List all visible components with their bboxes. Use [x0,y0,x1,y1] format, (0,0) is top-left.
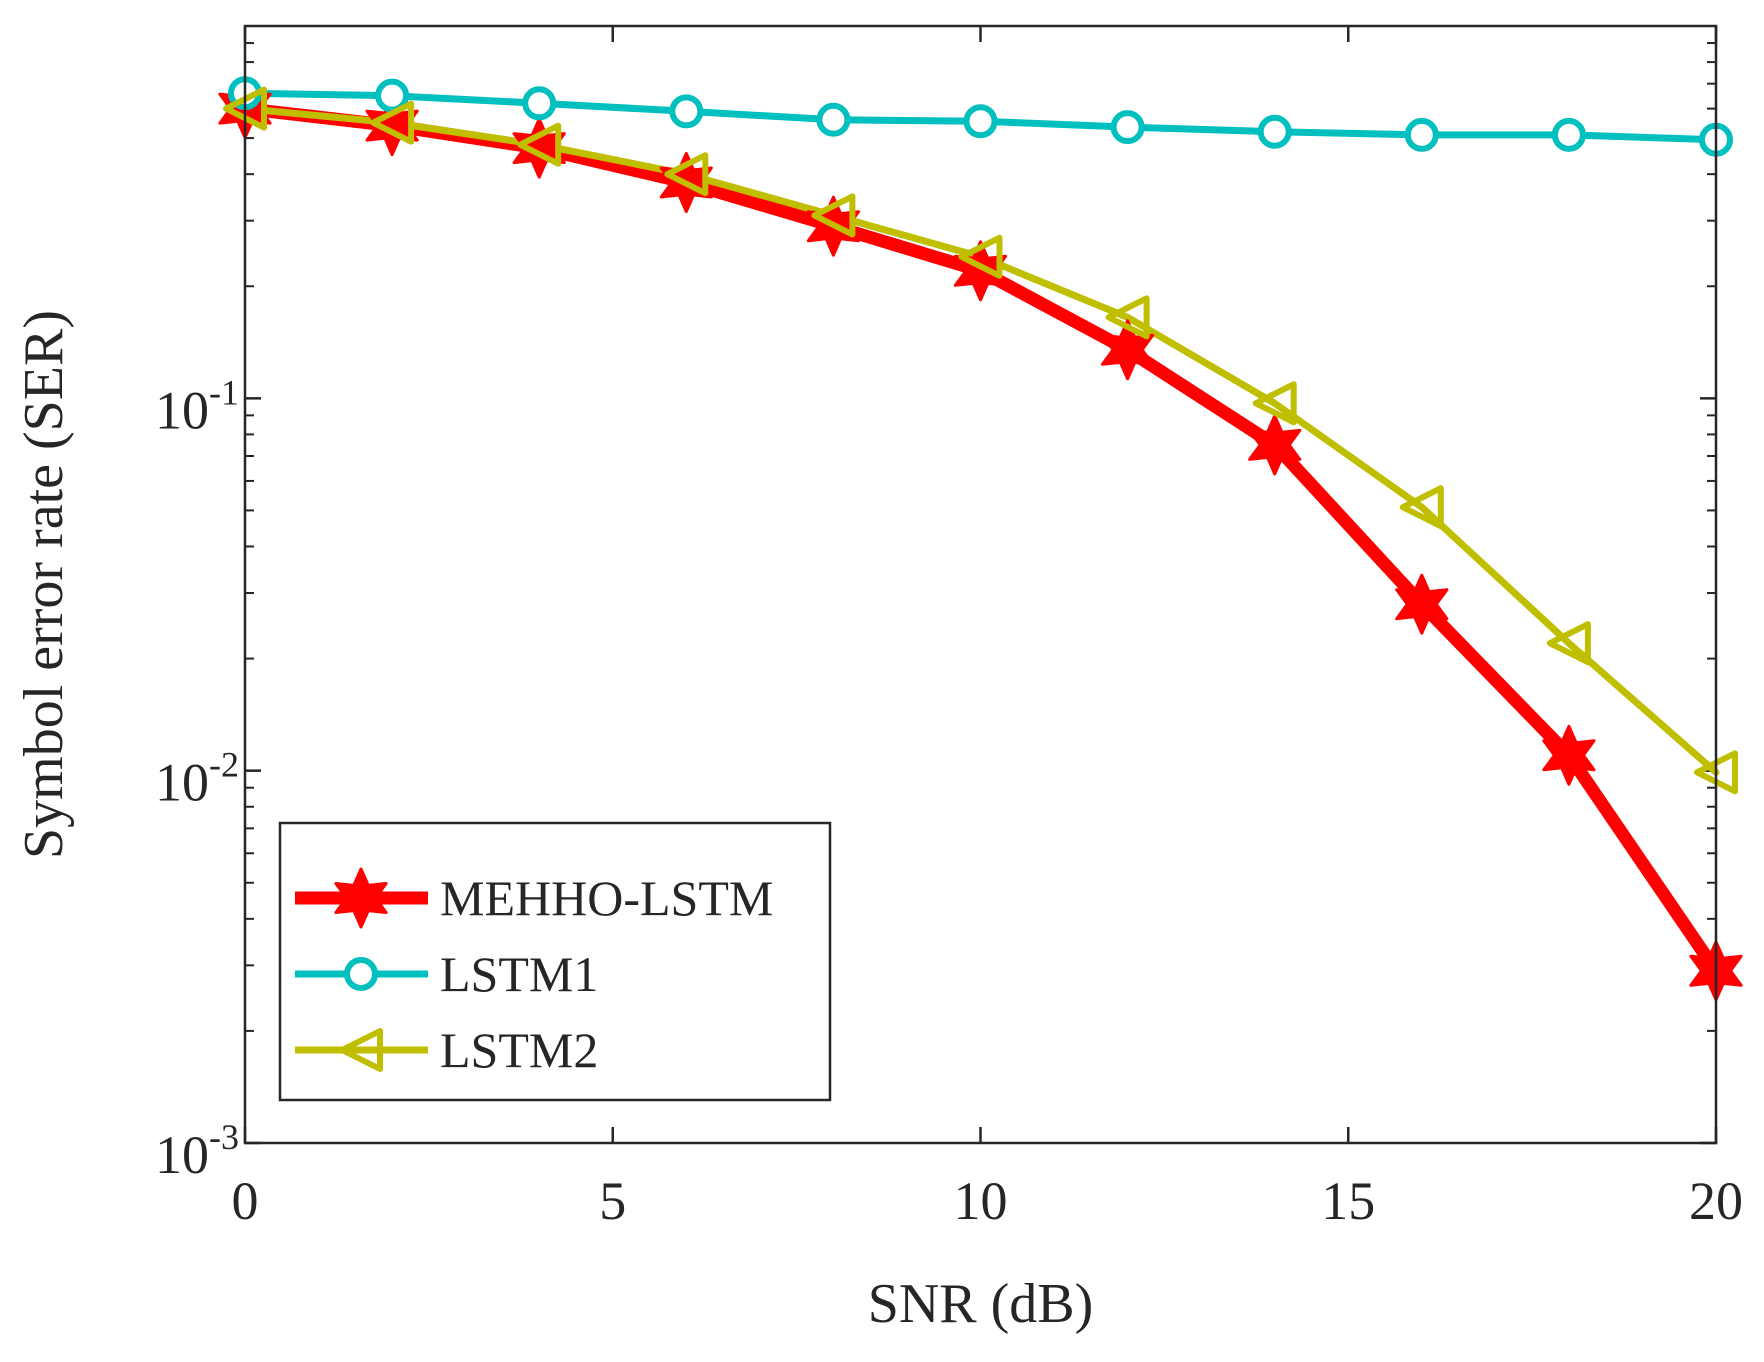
legend-label-mehho-lstm: MEHHO-LSTM [440,870,773,926]
y-tick-label: 10-1 [155,372,239,440]
legend-label-lstm2: LSTM2 [440,1022,598,1078]
y-tick-exponent: -1 [209,372,239,412]
y-tick-label: 10-2 [155,745,239,813]
data-point-mehho-lstm [512,117,566,179]
legend-marker-symbol [334,867,388,929]
data-point-lstm1 [669,94,704,129]
data-point-lstm1 [1404,117,1439,152]
plot-frame [243,24,1718,1145]
x-tick-label: 10 [954,1171,1008,1231]
y-tick-base: 10 [155,1125,209,1185]
data-point-lstm2 [664,152,709,197]
y-tick-label: 10-3 [155,1117,239,1185]
data-point-lstm1 [522,86,557,121]
legend-marker-lstm2 [339,1028,383,1072]
legend-entry-mehho-lstm: MEHHO-LSTM [295,867,773,929]
x-tick-label: 20 [1689,1171,1743,1231]
data-point-mehho-lstm [1248,414,1302,476]
x-tick-label: 15 [1321,1171,1375,1231]
legend-marker-symbol [339,1028,383,1072]
data-point-lstm2 [370,100,415,145]
data-point-lstm1 [1110,110,1145,145]
data-point-lstm2 [1252,381,1297,426]
legend: MEHHO-LSTM LSTM1 LSTM2 [278,821,832,1102]
legend-marker-mehho-lstm [334,867,388,929]
data-point-mehho-lstm [953,240,1008,302]
x-tick-label: 0 [232,1171,259,1231]
y-tick-exponent: -2 [209,745,239,785]
x-axis-label: SNR (dB) [868,1273,1094,1335]
data-point-lstm2 [811,193,856,238]
data-point-lstm1 [1551,117,1586,152]
data-point-lstm2 [1399,485,1444,530]
legend-label-lstm1: LSTM1 [440,946,598,1002]
legend-entry-lstm1: LSTM1 [295,946,598,1002]
y-tick-base: 10 [155,753,209,813]
data-point-lstm2 [1546,621,1591,666]
data-point-lstm1 [375,78,410,113]
data-point-lstm2 [958,234,1003,279]
y-tick-exponent: -3 [209,1117,239,1157]
data-point-lstm1 [1257,114,1292,149]
data-point-lstm1 [816,102,851,137]
data-point-lstm2 [1105,295,1150,340]
legend-entry-lstm2: LSTM2 [295,1022,598,1078]
data-point-lstm1 [963,104,998,139]
data-point-mehho-lstm [365,95,419,157]
y-axis-label: Symbol error rate (SER) [13,310,75,859]
legend-marker-symbol [344,957,378,991]
x-tick-label: 5 [599,1171,626,1231]
data-point-mehho-lstm [1395,573,1449,635]
data-point-mehho-lstm [1542,724,1596,786]
legend-marker-lstm1 [344,957,378,991]
y-tick-base: 10 [155,380,209,440]
data-point-lstm2 [517,122,562,167]
minor-ticks [245,42,1716,1032]
data-point-mehho-lstm [1101,319,1155,381]
